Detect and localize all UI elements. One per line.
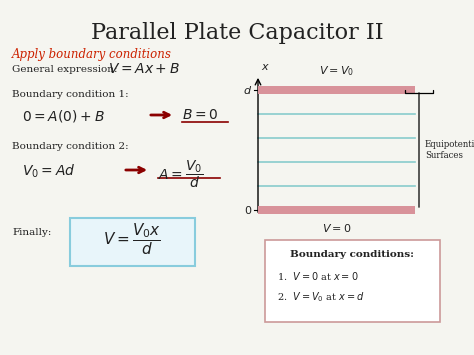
- Text: Finally:: Finally:: [12, 228, 51, 237]
- Text: Apply boundary conditions: Apply boundary conditions: [12, 48, 172, 61]
- Text: General expression:: General expression:: [12, 65, 118, 74]
- Text: $0$: $0$: [244, 204, 252, 216]
- Bar: [70, 218, 195, 266]
- Bar: [258, 86, 415, 94]
- Text: $x$: $x$: [261, 62, 270, 72]
- Text: Boundary condition 2:: Boundary condition 2:: [12, 142, 128, 151]
- Text: $0 = A(0) + B$: $0 = A(0) + B$: [22, 108, 105, 124]
- Text: $B = 0$: $B = 0$: [182, 108, 219, 122]
- Text: $A = \dfrac{V_0}{d}$: $A = \dfrac{V_0}{d}$: [158, 158, 203, 190]
- Text: Boundary conditions:: Boundary conditions:: [291, 250, 414, 259]
- Text: $V = Ax + B$: $V = Ax + B$: [108, 62, 180, 76]
- Text: $V = 0$: $V = 0$: [322, 222, 351, 234]
- Bar: [265, 240, 440, 322]
- Text: 2.  $V = V_0$ at $x = d$: 2. $V = V_0$ at $x = d$: [277, 290, 365, 304]
- Text: $V = V_0$: $V = V_0$: [319, 64, 354, 78]
- Text: Boundary condition 1:: Boundary condition 1:: [12, 90, 128, 99]
- Bar: [258, 206, 415, 214]
- Text: $V_0 = Ad$: $V_0 = Ad$: [22, 163, 75, 180]
- Text: $V = \dfrac{V_0 x}{d}$: $V = \dfrac{V_0 x}{d}$: [103, 222, 161, 257]
- Text: Equipotential
Surfaces: Equipotential Surfaces: [425, 140, 474, 160]
- Text: 1.  $V = 0$ at $x = 0$: 1. $V = 0$ at $x = 0$: [277, 270, 358, 282]
- Text: Parallel Plate Capacitor II: Parallel Plate Capacitor II: [91, 22, 383, 44]
- Text: $d$: $d$: [243, 84, 252, 96]
